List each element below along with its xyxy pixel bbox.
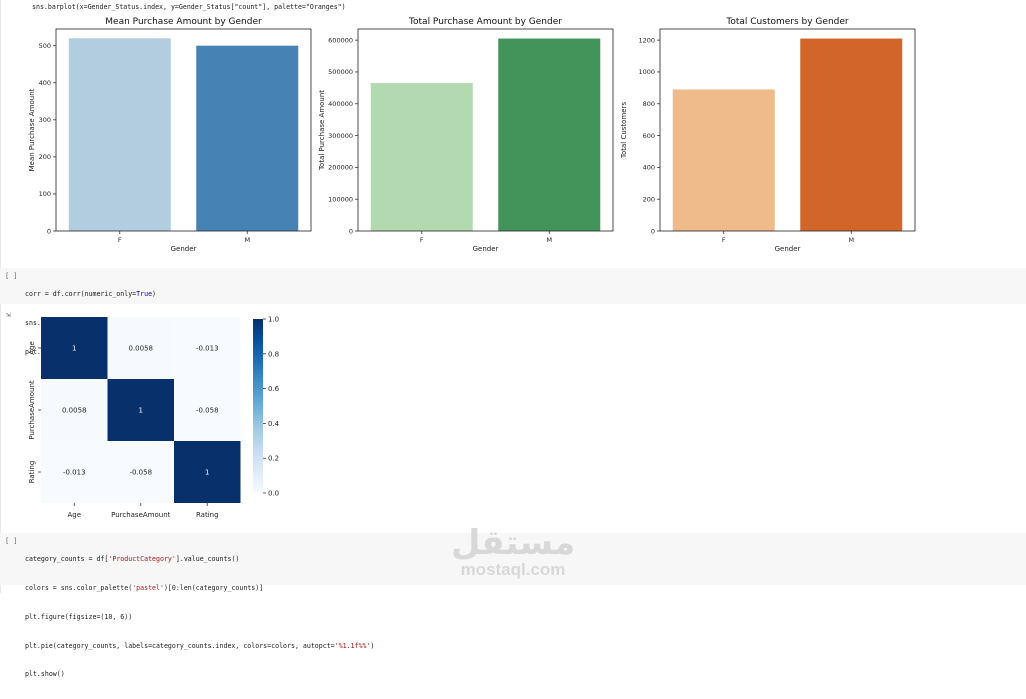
plot-frame — [357, 28, 614, 232]
y-axis-label: Total Customers — [620, 102, 628, 160]
y-tick-label: 500 — [39, 42, 51, 50]
x-axis-label: Gender — [171, 245, 197, 253]
cell-annotation: 0.0058 — [129, 345, 154, 353]
y-tick-label: PurchaseAmount — [28, 380, 36, 440]
y-tick-label: Age — [28, 341, 36, 355]
y-tick-label: 300 — [39, 116, 51, 124]
heatmap-code-cell[interactable]: [ ] corr = df.corr(numeric_only=True) sn… — [0, 268, 1026, 356]
bar-M — [196, 45, 299, 232]
cell-annotation: -0.013 — [196, 345, 219, 353]
cell-annotation: 1 — [72, 345, 76, 353]
y-tick-label: 600 — [643, 132, 655, 140]
chart-title: Total Customers by Gender — [725, 17, 849, 27]
x-tick-label: M — [848, 236, 854, 244]
heatmap-cell — [174, 441, 241, 503]
barplot-cell: sns.barplot(x=Gender_Status.index, y=Gen… — [0, 0, 1026, 262]
code-line-3: plt.figure(figsize=(10, 6)) — [25, 612, 133, 621]
y-tick-label: 400 — [39, 79, 51, 87]
x-tick-label: M — [244, 236, 250, 244]
cell-annotation: -0.058 — [129, 469, 152, 477]
heatmap-output: 1 0.0058 -0.013 0.0058 1 -0.058 -0.013 -0.058 1 A… — [28, 316, 280, 520]
code-line-1: category_counts = df['ProductCategory'].… — [25, 555, 240, 564]
mostaql-watermark: مستقل mostaql.com — [448, 525, 578, 578]
bar-chart-2: Total Purchase Amount by Gender F M 0 100000… — [318, 17, 614, 253]
cell-annotation: 1 — [205, 469, 209, 477]
y-tick-label: 200 — [39, 153, 51, 161]
x-axis-label: Gender — [473, 245, 499, 253]
y-axis-label: Total Purchase Amount — [318, 90, 326, 171]
chart-title: Total Purchase Amount by Gender — [408, 17, 562, 27]
heatmap-cell — [174, 379, 241, 441]
watermark-arabic: مستقل — [450, 523, 576, 563]
cell-annotation: 1 — [139, 407, 143, 415]
bar-F — [370, 83, 473, 232]
plot-frame — [659, 28, 916, 232]
y-axis-label: Mean Purchase Amount — [28, 88, 36, 171]
output-expand-icon[interactable]: ⇲ — [6, 310, 11, 319]
bar-M — [800, 38, 903, 232]
pie-code-cell[interactable]: [ ] category_counts = df['ProductCategor… — [0, 533, 1026, 678]
y-tick-label: 500000 — [328, 68, 353, 76]
code-line-2: colors = sns.color_palette('pastel')[0:l… — [25, 583, 264, 592]
y-tick-label: 200 — [643, 195, 655, 203]
cell-annotation: 0.0058 — [62, 407, 87, 415]
run-cell-button[interactable]: [ ] — [5, 537, 18, 545]
colorbar-tick-label: 1.0 — [268, 316, 279, 324]
colorbar-tick-label: 0.4 — [268, 420, 280, 428]
heatmap-cell — [41, 379, 108, 441]
code-block[interactable]: category_counts = df['ProductCategory'].… — [25, 536, 374, 699]
bar-chart-3: Total Customers by Gender F M 0 200 400 600 800… — [620, 17, 916, 253]
y-tick-label: 1000 — [638, 68, 655, 76]
heatmap-cell — [107, 441, 174, 503]
y-tick-label: 0 — [47, 227, 51, 235]
heatmap-cell — [41, 441, 108, 503]
y-tick-label: 200000 — [328, 164, 353, 172]
cell-annotation: -0.013 — [63, 469, 86, 477]
heatmap-cell — [41, 317, 108, 379]
code-line-5: plt.show() — [25, 670, 65, 679]
y-tick-label: 400 — [643, 164, 655, 172]
bar-chart-1: Mean Purchase Amount by Gender F M 0 100 200 3… — [28, 17, 312, 253]
plot-frame — [55, 28, 312, 232]
code-line-4: plt.pie(category_counts, labels=category… — [25, 641, 375, 650]
colorbar-tick-label: 0.2 — [268, 455, 279, 463]
x-tick-label: Rating — [196, 511, 219, 519]
y-tick-label: 1200 — [638, 36, 655, 44]
watermark-latin: mostaql.com — [460, 560, 566, 579]
run-cell-button[interactable]: [ ] — [5, 272, 18, 280]
code-line[interactable]: sns.barplot(x=Gender_Status.index, y=Gen… — [32, 3, 346, 11]
y-tick-label: Rating — [28, 461, 36, 484]
y-tick-label: 600000 — [328, 36, 353, 44]
y-tick-label: 300000 — [328, 132, 353, 140]
colorbar-tick-label: 0.0 — [268, 490, 279, 498]
colorbar — [253, 319, 263, 493]
y-tick-label: 400000 — [328, 100, 353, 108]
y-tick-label: 100 — [39, 190, 51, 198]
heatmap-cell — [107, 379, 174, 441]
y-tick-label: 100000 — [328, 195, 353, 203]
x-tick-label: F — [118, 236, 122, 244]
y-tick-label: 0 — [349, 227, 353, 235]
code-line-1: corr = df.corr(numeric_only=True) — [25, 290, 157, 299]
x-tick-label: Age — [67, 511, 81, 519]
chart-title: Mean Purchase Amount by Gender — [105, 17, 262, 27]
cell-annotation: -0.058 — [196, 407, 219, 415]
y-tick-label: 0 — [651, 227, 655, 235]
bar-F — [672, 89, 775, 231]
heatmap-cell — [174, 317, 241, 379]
heatmap-cell — [107, 317, 174, 379]
y-tick-label: 800 — [643, 100, 655, 108]
bar-charts-output: Mean Purchase Amount by Gender F M 0 100 200 3… — [28, 17, 916, 253]
colorbar-tick-label: 0.8 — [268, 350, 279, 358]
x-tick-label: F — [722, 236, 726, 244]
x-tick-label: F — [420, 236, 424, 244]
x-axis-label: Gender — [775, 245, 801, 253]
bar-M — [498, 38, 601, 232]
bar-F — [68, 38, 171, 232]
x-tick-label: PurchaseAmount — [111, 511, 171, 519]
x-tick-label: M — [546, 236, 552, 244]
colorbar-tick-label: 0.6 — [268, 385, 280, 393]
